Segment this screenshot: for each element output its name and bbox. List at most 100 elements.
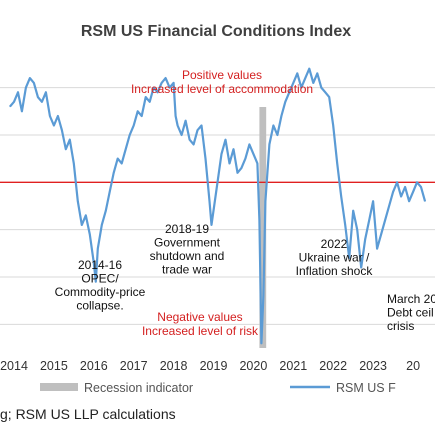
legend-layer: Recession indicator RSM US F <box>40 381 396 395</box>
series-point-77 <box>296 72 298 74</box>
series-point-13 <box>61 129 63 131</box>
annotation-line: Increased level of risk <box>142 324 259 338</box>
series-point-52 <box>208 200 211 202</box>
series-point-80 <box>308 68 310 70</box>
series-point-106 <box>412 191 414 193</box>
series-point-73 <box>280 115 282 117</box>
series-point-64 <box>252 153 254 155</box>
series-point-59 <box>232 148 235 150</box>
series-point-54 <box>212 210 215 212</box>
series-point-41 <box>169 87 171 89</box>
series-point-98 <box>380 233 382 235</box>
series-point-85 <box>328 96 330 98</box>
series-point-90 <box>348 257 350 259</box>
x-tick-label: 2020 <box>239 359 267 373</box>
series-point-95 <box>368 219 370 221</box>
series-point-12 <box>57 115 59 117</box>
series-point-75 <box>288 91 290 93</box>
series-point-71 <box>272 124 274 127</box>
series-point-35 <box>145 96 147 98</box>
series-point-20 <box>89 233 91 235</box>
series-point-43 <box>175 115 177 117</box>
series-point-76 <box>292 82 294 84</box>
annotation-line: trade war <box>162 263 212 277</box>
series-point-50 <box>200 124 203 127</box>
series-point-25 <box>105 210 107 212</box>
series-point-104 <box>404 186 406 188</box>
series-point-58 <box>228 162 231 164</box>
annotation-line: OPEC/ <box>81 272 119 286</box>
series-point-81 <box>312 82 314 84</box>
x-tick-label: 2014 <box>0 359 28 373</box>
series-line-0 <box>9 67 427 345</box>
series-point-65 <box>256 162 258 164</box>
series-point-27 <box>113 172 115 174</box>
annotation-line: Positive values <box>182 68 262 82</box>
chart-title: RSM US Financial Conditions Index <box>81 23 351 40</box>
series-point-45 <box>181 134 183 136</box>
series-point-94 <box>364 238 366 240</box>
annotation-line: Increased level of accommodation <box>131 82 313 96</box>
series-point-93 <box>360 266 362 269</box>
series-point-15 <box>69 139 71 141</box>
series-point-47 <box>189 139 191 141</box>
annotation-line: Commodity-price <box>55 285 146 299</box>
legend-swatch-recession <box>40 383 78 391</box>
series-point-7 <box>37 96 39 98</box>
recession-band <box>259 107 267 348</box>
x-tick-label: 2023 <box>359 359 387 373</box>
series-point-26 <box>109 191 111 193</box>
series-point-92 <box>356 229 358 231</box>
series-point-42 <box>173 82 175 84</box>
series-point-82 <box>316 72 318 74</box>
grid-layer <box>0 87 435 325</box>
series-point-0 <box>9 105 11 108</box>
series-point-78 <box>300 87 302 89</box>
x-tick-label: 2019 <box>200 359 228 373</box>
annotation-line: Ukraine war / <box>299 251 370 265</box>
series-point-28 <box>117 158 119 160</box>
series-point-102 <box>396 181 398 183</box>
series-point-83 <box>320 87 322 89</box>
series-point-101 <box>392 191 394 193</box>
series-point-16 <box>73 162 75 164</box>
series-point-1 <box>13 101 15 103</box>
series-point-38 <box>157 91 159 93</box>
series-point-103 <box>400 195 402 198</box>
series-point-5 <box>29 77 31 79</box>
series-point-40 <box>165 77 167 79</box>
x-tick-label: 2016 <box>80 359 108 373</box>
series-point-107 <box>416 181 418 183</box>
series-point-96 <box>372 200 374 202</box>
series-point-9 <box>45 91 47 93</box>
series-point-22 <box>95 281 97 283</box>
annotation-line: shutdown and <box>150 249 225 263</box>
x-tick-label: 2017 <box>120 359 148 373</box>
series-point-84 <box>324 91 326 93</box>
annotation-line: Debt ceil <box>387 306 434 320</box>
x-tick-label: 2015 <box>40 359 68 373</box>
source-note: g; RSM US LLP calculations <box>0 406 176 422</box>
series-point-74 <box>284 101 286 103</box>
series-point-86 <box>332 124 334 127</box>
annotation-line: 2022 <box>321 237 348 251</box>
series-point-67 <box>260 342 262 344</box>
series-point-48 <box>193 143 195 145</box>
series-point-109 <box>424 200 426 202</box>
series-point-8 <box>41 101 43 103</box>
x-tick-label: 2022 <box>319 359 347 373</box>
annotation-line: 2014-16 <box>78 258 122 272</box>
series-point-44 <box>177 124 179 127</box>
annotation-line: crisis <box>387 319 414 333</box>
annotation-line: Government <box>154 236 221 250</box>
series-point-68 <box>262 295 264 297</box>
series-point-14 <box>65 148 67 150</box>
legend-label: Recession indicator <box>84 381 193 395</box>
series-point-3 <box>21 110 23 112</box>
